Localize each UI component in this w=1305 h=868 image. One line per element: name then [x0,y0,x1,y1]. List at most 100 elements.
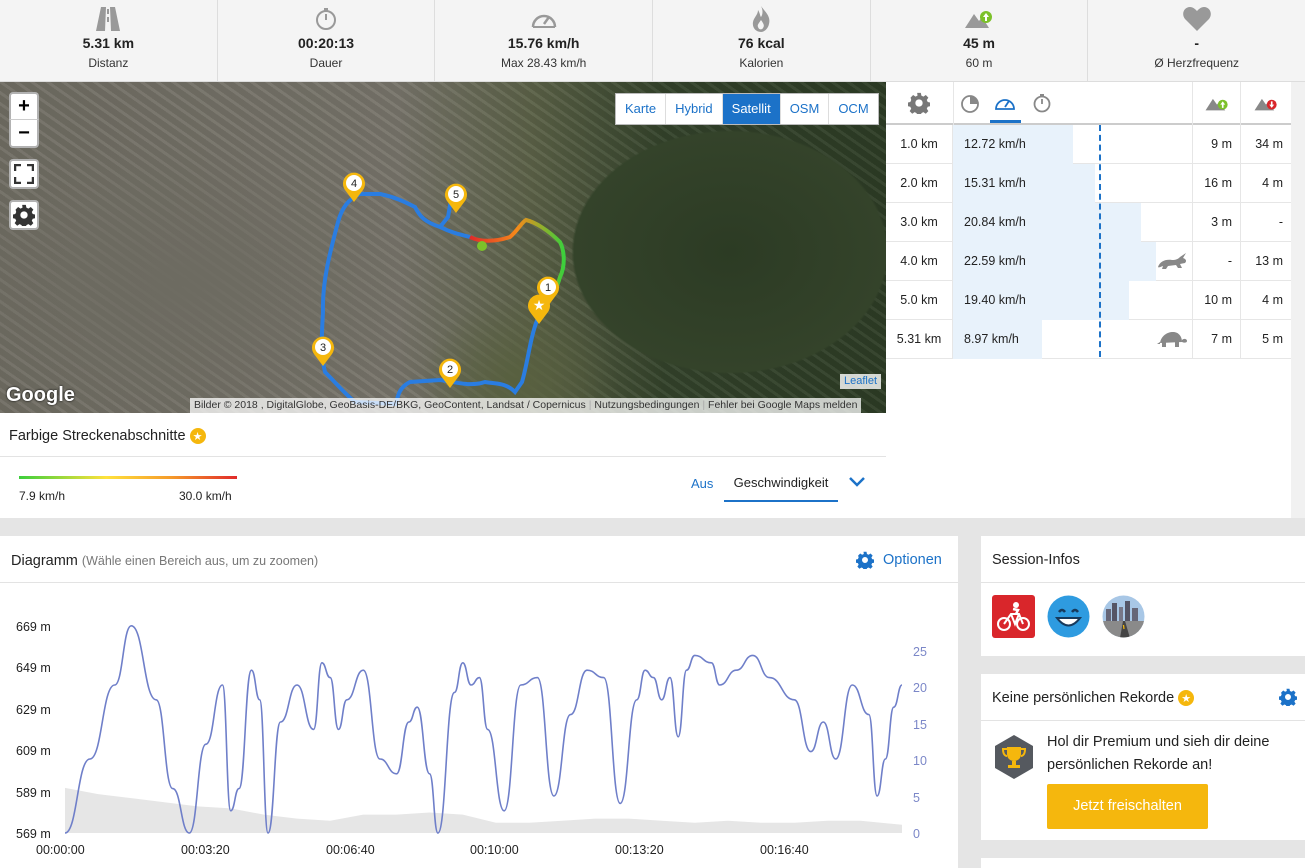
svg-text:2: 2 [447,364,453,376]
layer-karte[interactable]: Karte [616,94,667,124]
lap-table: 1.0 km 12.72 km/h 9 m 34 m 2.0 km 15.31 km/h 1… [886,82,1305,518]
turtle-icon [1157,332,1187,347]
session-info-title: Session-Infos [992,552,1080,568]
lap-speed: 19.40 km/h [964,293,1026,307]
svg-text:1: 1 [545,282,551,294]
speed-line [64,624,903,834]
stopwatch-icon [316,8,336,30]
svg-text:5: 5 [453,189,459,201]
x-tick: 00:03:20 [181,843,230,857]
fullscreen-icon [14,164,34,184]
lap-marker[interactable]: 1 [536,276,560,311]
diagram-chart[interactable] [0,536,958,868]
y-right-tick: 10 [913,754,927,768]
segments-off-tab[interactable]: Aus [691,476,714,491]
stat-label: Ø Herzfrequenz [1154,56,1240,70]
y-left-tick: 569 m [16,827,51,841]
start-marker[interactable]: ★ [527,294,551,329]
lap-marker[interactable]: 5 [444,183,468,218]
leaflet-link[interactable]: Leaflet [840,374,882,389]
zoom-in-button[interactable]: + [9,92,39,120]
stat-label: Dauer [309,56,343,70]
layer-hybrid[interactable]: Hybrid [666,94,723,124]
segments-speed-tab[interactable]: Geschwindigkeit [724,466,838,502]
stat-duration: 00:20:13 Dauer [218,0,436,81]
layer-osm[interactable]: OSM [780,94,830,124]
records-panel: Keine persönlichen Rekorde ★ Hol dir Pre… [981,674,1305,840]
heart-icon [1182,7,1211,31]
speedometer-icon[interactable] [994,94,1016,112]
lap-speed-bar [953,320,1042,359]
records-title-text: Keine persönlichen Rekorde [992,690,1175,706]
zoom-out-button[interactable]: − [9,120,39,148]
stat-elevation: 45 m 60 m [871,0,1089,81]
stat-value: 15.76 km/h [507,35,580,51]
gear-icon[interactable] [908,92,930,114]
lap-speed-bar [953,203,1141,242]
terms-link[interactable]: Nutzungsbedingungen [594,399,700,411]
lap-descent: 4 m [1240,281,1291,320]
segments-mode-dropdown[interactable] [848,475,866,493]
lap-marker[interactable]: 4 [342,172,366,207]
y-right-tick: 5 [913,791,920,805]
y-left-tick: 629 m [16,703,51,717]
lap-row[interactable]: 4.0 km 22.59 km/h -13 m [886,242,1291,281]
stats-bar: 5.31 km Distanz 00:20:13 Dauer 15.76 km/… [0,0,1305,82]
elevation-area [65,787,902,833]
speed-gradient-legend [19,476,237,479]
options-label: Optionen [883,552,942,568]
lap-ascent: 10 m [1192,281,1240,320]
unlock-premium-button[interactable]: Jetzt freischalten [1047,784,1208,829]
diagram-panel: Diagramm (Wähle einen Bereich aus, um zu… [0,536,958,868]
stat-value: 5.31 km [82,35,135,51]
chevron-down-icon [849,477,865,487]
rabbit-icon [1158,253,1187,269]
stat-label: 60 m [965,56,993,70]
svg-text:4: 4 [351,178,357,190]
next-panel [981,858,1305,868]
lap-ascent: 16 m [1192,164,1240,203]
mountain-down-icon[interactable] [1253,94,1279,112]
x-tick: 00:06:40 [326,843,375,857]
lap-marker[interactable]: 3 [311,336,335,371]
lap-marker[interactable]: 2 [438,358,462,393]
scrollbar[interactable] [1291,82,1305,518]
stat-distance: 5.31 km Distanz [0,0,218,81]
road-icon [96,7,121,31]
lap-speed: 12.72 km/h [964,137,1026,151]
start-dot [477,241,487,251]
gear-icon[interactable] [1279,688,1297,706]
fullscreen-button[interactable] [9,159,39,189]
lap-row[interactable]: 3.0 km 20.84 km/h 3 m- [886,203,1291,242]
y-right-tick: 0 [913,827,920,841]
pace-icon[interactable] [960,94,980,114]
trophy-icon [993,734,1035,785]
cycling-icon[interactable] [992,595,1035,638]
lap-row[interactable]: 1.0 km 12.72 km/h 9 m 34 m [886,125,1291,164]
diagram-hint: (Wähle einen Bereich aus, um zu zoomen) [81,554,319,568]
y-right-tick: 25 [913,645,927,659]
route-map[interactable]: 1 ★ 2 3 4 5 + − Karte Hybrid Satellit OS… [0,82,886,413]
lap-speed: 20.84 km/h [964,215,1026,229]
layer-ocm[interactable]: OCM [829,94,878,124]
lap-speed-bar [953,125,1073,164]
gear-icon [856,551,874,569]
lap-distance: 5.31 km [886,320,953,359]
gradient-max-label: 30.0 km/h [179,489,232,503]
speedometer-icon [531,14,556,28]
city-road-icon[interactable] [1102,595,1145,638]
mountain-up-icon[interactable] [1204,94,1230,112]
stopwatch-icon[interactable] [1032,93,1052,113]
segments-title-text: Farbige Streckenabschnitte [9,428,186,444]
happy-face-icon[interactable] [1047,595,1090,638]
premium-star-icon: ★ [189,428,206,445]
map-settings-button[interactable] [9,200,39,230]
diagram-options-button[interactable]: Optionen [856,551,942,569]
lap-speed: 22.59 km/h [964,254,1026,268]
layer-satellit[interactable]: Satellit [722,94,781,124]
report-error-link[interactable]: Fehler bei Google Maps melden [708,399,858,411]
map-attribution: Bilder © 2018 , DigitalGlobe, GeoBasis-D… [190,398,862,413]
